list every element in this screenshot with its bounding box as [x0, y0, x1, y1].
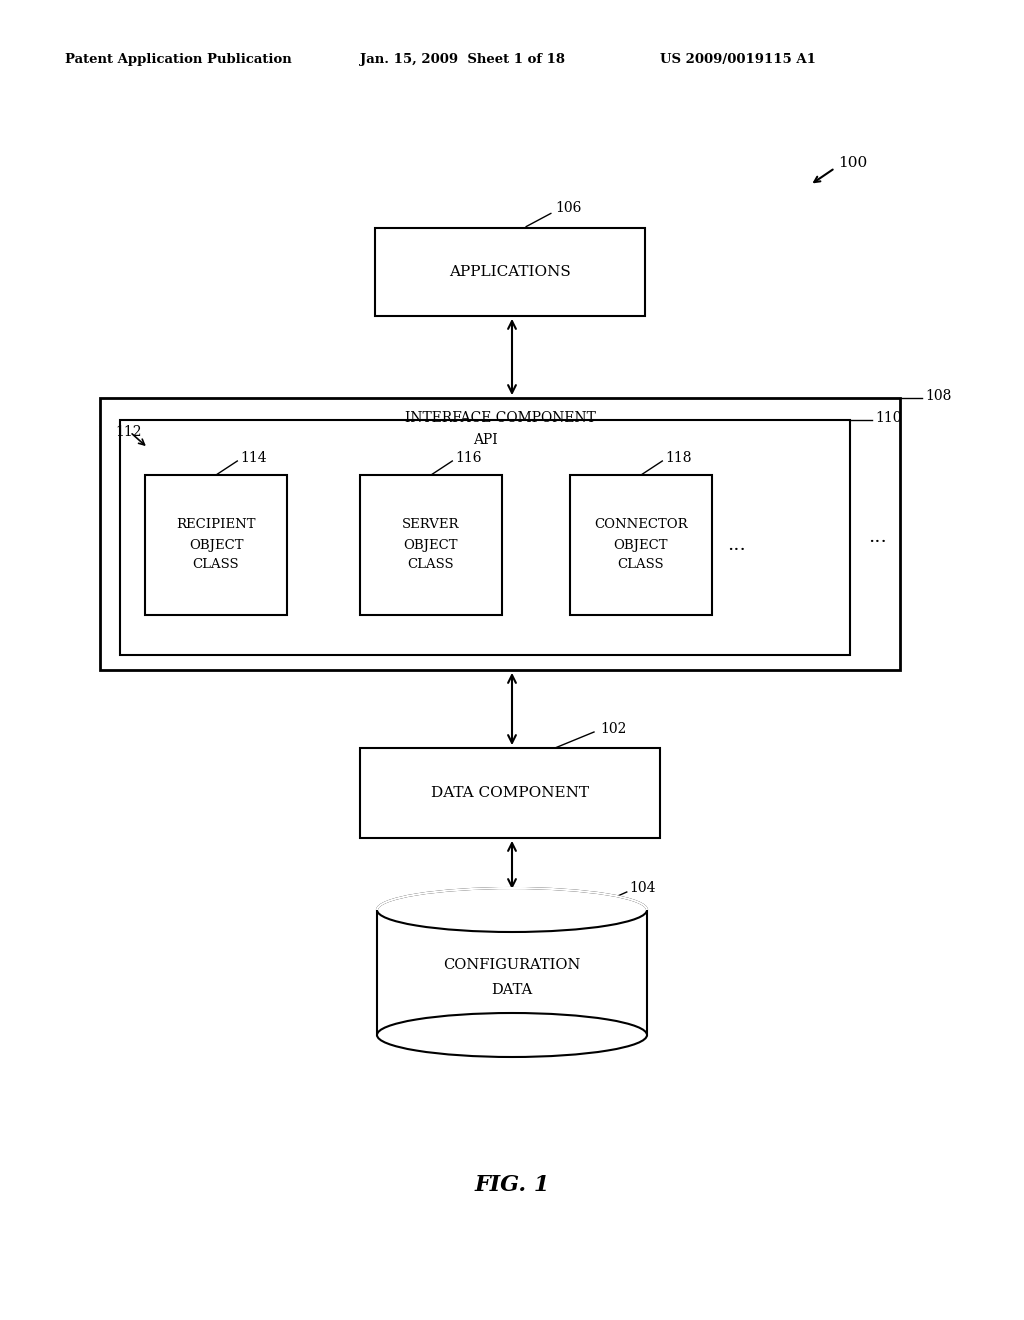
Bar	[377, 909, 647, 1035]
Text: US 2009/0019115 A1: US 2009/0019115 A1	[660, 54, 816, 66]
Text: 114: 114	[241, 451, 267, 465]
Bar	[100, 399, 900, 671]
Text: Jan. 15, 2009  Sheet 1 of 18: Jan. 15, 2009 Sheet 1 of 18	[360, 54, 565, 66]
Text: 108: 108	[925, 389, 951, 403]
Text: ...: ...	[868, 528, 887, 546]
Text: 100: 100	[838, 156, 867, 170]
Bar	[570, 475, 712, 615]
Text: CONFIGURATION
DATA: CONFIGURATION DATA	[443, 958, 581, 997]
Text: 112: 112	[115, 425, 141, 440]
Ellipse shape	[377, 888, 647, 932]
Bar	[120, 420, 850, 655]
Text: 106: 106	[555, 201, 582, 215]
Bar	[145, 475, 287, 615]
Text: SERVER
OBJECT
CLASS: SERVER OBJECT CLASS	[402, 519, 460, 572]
Text: 104: 104	[630, 880, 656, 895]
Text: INTERFACE COMPONENT: INTERFACE COMPONENT	[404, 411, 595, 425]
Text: Patent Application Publication: Patent Application Publication	[65, 54, 292, 66]
Bar	[360, 475, 502, 615]
Text: 110: 110	[874, 411, 901, 425]
Bar	[375, 228, 645, 315]
Text: API: API	[473, 433, 498, 447]
Text: APPLICATIONS: APPLICATIONS	[450, 265, 570, 279]
Text: 116: 116	[455, 451, 481, 465]
Text: ...: ...	[727, 536, 745, 554]
Text: 118: 118	[666, 451, 691, 465]
Ellipse shape	[377, 1012, 647, 1057]
Text: DATA COMPONENT: DATA COMPONENT	[431, 785, 589, 800]
Text: CONNECTOR
OBJECT
CLASS: CONNECTOR OBJECT CLASS	[594, 519, 688, 572]
Text: FIG. 1: FIG. 1	[474, 1173, 550, 1196]
Bar	[360, 748, 660, 838]
Text: RECIPIENT
OBJECT
CLASS: RECIPIENT OBJECT CLASS	[176, 519, 256, 572]
Text: 102: 102	[600, 722, 627, 737]
